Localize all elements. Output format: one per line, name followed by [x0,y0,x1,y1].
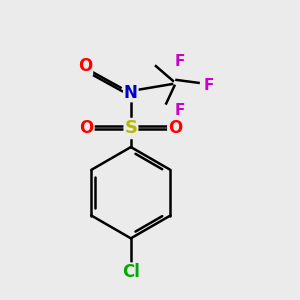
Text: O: O [78,57,92,75]
Text: F: F [174,54,184,69]
Text: F: F [204,78,214,93]
Text: F: F [174,103,184,118]
Text: N: N [124,84,138,102]
Text: Cl: Cl [122,263,140,281]
Text: O: O [80,119,94,137]
Text: O: O [168,119,182,137]
Text: S: S [124,119,137,137]
